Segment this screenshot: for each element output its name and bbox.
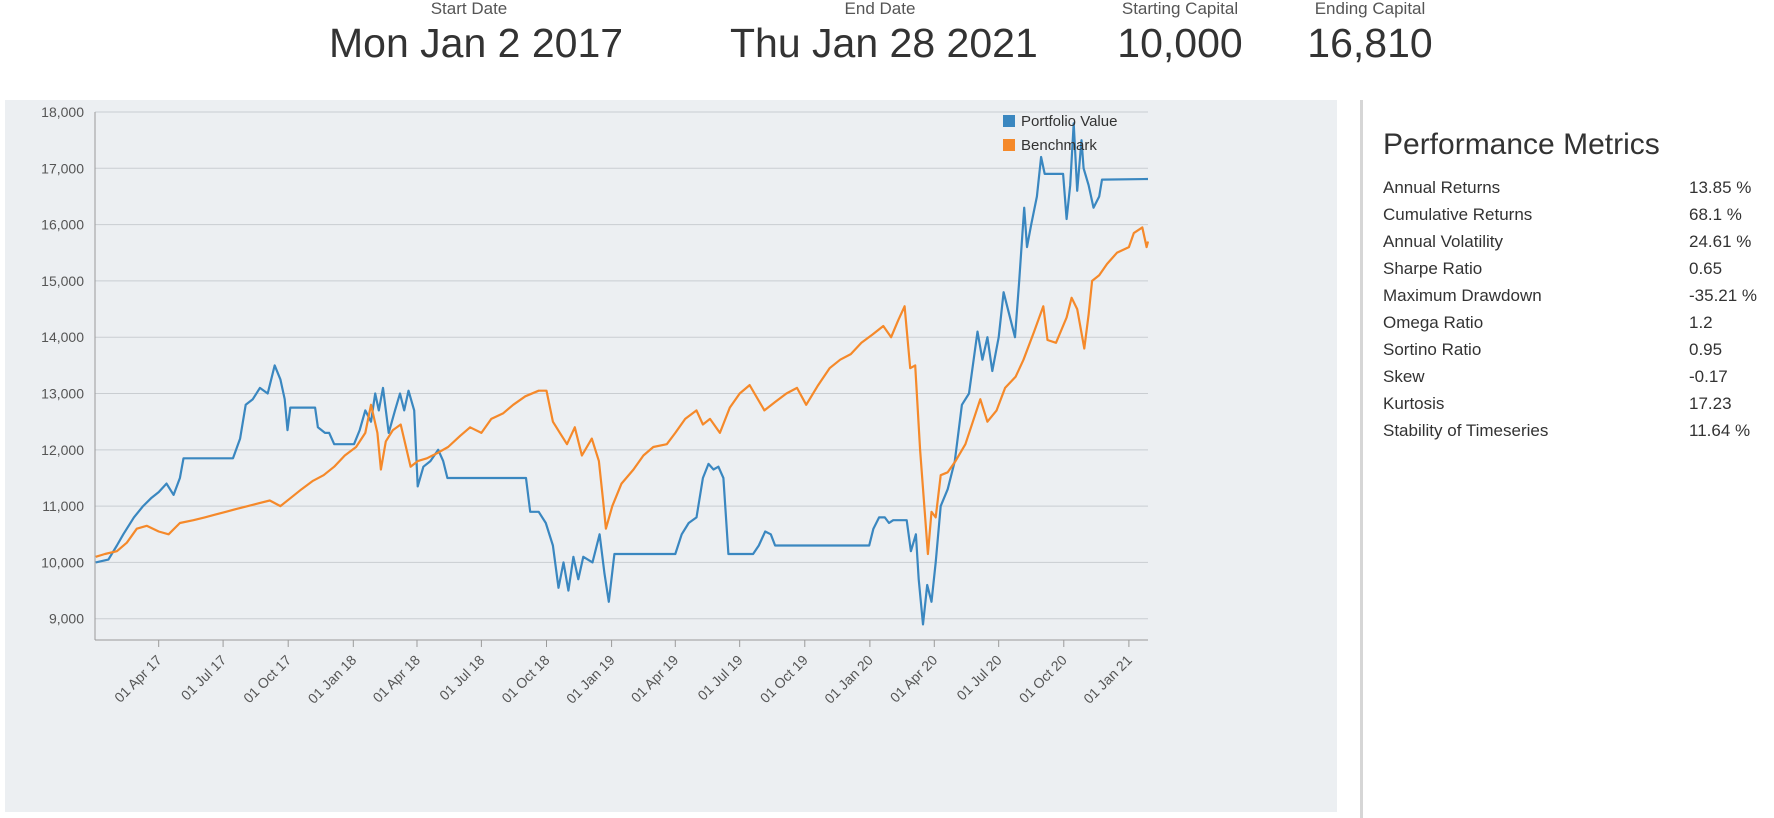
x-tick-label: 01 Oct 20 [1016,652,1070,706]
summary-start-date: Start Date Mon Jan 2 2017 [329,0,624,66]
x-tick-label: 01 Apr 20 [887,652,941,706]
y-tick-label: 14,000 [41,329,84,345]
legend-label: Benchmark [1021,137,1097,154]
metric-name: Sortino Ratio [1383,340,1482,359]
metric-row: Kurtosis 17.23 [1383,390,1774,417]
summary-label: End Date [844,0,916,18]
x-tick-label: 01 Apr 18 [369,652,423,706]
summary-ending-capital: Ending Capital 16,810 [1295,0,1445,66]
metric-name: Annual Volatility [1383,232,1504,251]
x-tick-label: 01 Apr 19 [628,652,682,706]
x-tick-label: 01 Jul 19 [694,652,746,704]
panel-divider [1360,100,1363,818]
summary-starting-capital: Starting Capital 10,000 [1100,0,1260,66]
legend-swatch [1003,139,1015,151]
metric-name: Maximum Drawdown [1383,286,1542,305]
metrics-title: Performance Metrics [1383,128,1660,161]
summary-label: Ending Capital [1314,0,1426,18]
chart-panel: 9,000 10,000 11,000 12,000 13,000 14,000 15,00… [5,100,1337,812]
x-tick-label: 01 Apr 17 [111,652,165,706]
metric-value: 11.64 % [1689,421,1751,440]
line-chart: 9,000 10,000 11,000 12,000 13,000 14,000 15,00… [41,104,1150,707]
metric-row: Annual Volatility 24.61 % [1383,228,1774,255]
metric-row: Annual Returns 13.85 % [1383,174,1774,201]
y-tick-label: 11,000 [42,498,84,514]
metric-name: Skew [1383,367,1425,386]
y-tick-label: 15,000 [41,273,84,289]
legend-swatch [1003,115,1015,127]
y-tick-label: 17,000 [41,160,84,176]
chart-legend: Portfolio Value Benchmark [1003,113,1117,154]
metric-row: Sortino Ratio 0.95 [1383,336,1774,363]
x-tick-label: 01 Jul 17 [178,652,230,704]
y-tick-label: 18,000 [41,104,84,120]
y-tick-label: 10,000 [41,554,84,570]
metric-row: Maximum Drawdown -35.21 % [1383,282,1774,309]
metric-value: 17.23 [1689,394,1732,413]
metric-row: Omega Ratio 1.2 [1383,309,1774,336]
metric-name: Cumulative Returns [1383,205,1533,224]
summary-label: Start Date [430,0,508,18]
summary-end-date: End Date Thu Jan 28 2021 [730,0,1038,66]
summary-value: 10,000 [1117,20,1243,66]
x-tick-label: 01 Jul 20 [953,652,1005,704]
metric-name: Omega Ratio [1383,313,1484,332]
metric-row: Stability of Timeseries 11.64 % [1383,417,1774,444]
metric-row: Skew -0.17 [1383,363,1774,390]
series-layer [95,122,1150,626]
legend-label: Portfolio Value [1021,113,1117,130]
metrics-table: Annual Returns 13.85 % Cumulative Returns 6… [1383,174,1774,444]
performance-metrics-panel: Performance Metrics Annual Returns 13.85 … [1383,128,1774,444]
series-line-benchmark [95,226,1150,558]
metric-value: -35.21 % [1689,286,1758,305]
x-tick-label: 01 Oct 17 [240,652,294,706]
metric-row: Cumulative Returns 68.1 % [1383,201,1774,228]
y-tick-label: 13,000 [41,386,84,402]
x-tick-label: 01 Jan 21 [1080,652,1135,707]
metric-name: Kurtosis [1383,394,1445,413]
metric-value: -0.17 [1689,367,1728,386]
x-tick-label: 01 Jan 18 [305,652,360,707]
summary-label: Starting Capital [1121,0,1239,18]
metric-value: 0.65 [1689,259,1723,278]
x-tick-label: 01 Oct 18 [498,652,552,706]
summary-value: Thu Jan 28 2021 [730,20,1038,66]
summary-value: Mon Jan 2 2017 [329,20,624,66]
x-tick-label: 01 Oct 19 [757,652,811,706]
x-tick-label: 01 Jul 18 [436,652,488,704]
metric-name: Sharpe Ratio [1383,259,1483,278]
x-tick-label: 01 Jan 19 [563,652,618,707]
metric-value: 13.85 % [1689,178,1752,197]
y-tick-label: 9,000 [49,611,84,627]
metric-value: 1.2 [1689,313,1713,332]
y-tick-label: 16,000 [41,217,84,233]
metric-name: Annual Returns [1383,178,1501,197]
metric-value: 24.61 % [1689,232,1752,251]
y-tick-label: 12,000 [41,442,84,458]
x-tick-label: 01 Jan 20 [821,652,876,707]
summary-value: 16,810 [1307,20,1433,66]
grid-layer [95,111,1148,620]
metric-value: 0.95 [1689,340,1723,359]
series-line-portfolio-value [95,122,1149,626]
metric-row: Sharpe Ratio 0.65 [1383,255,1774,282]
metric-name: Stability of Timeseries [1383,421,1549,440]
metric-value: 68.1 % [1689,205,1742,224]
